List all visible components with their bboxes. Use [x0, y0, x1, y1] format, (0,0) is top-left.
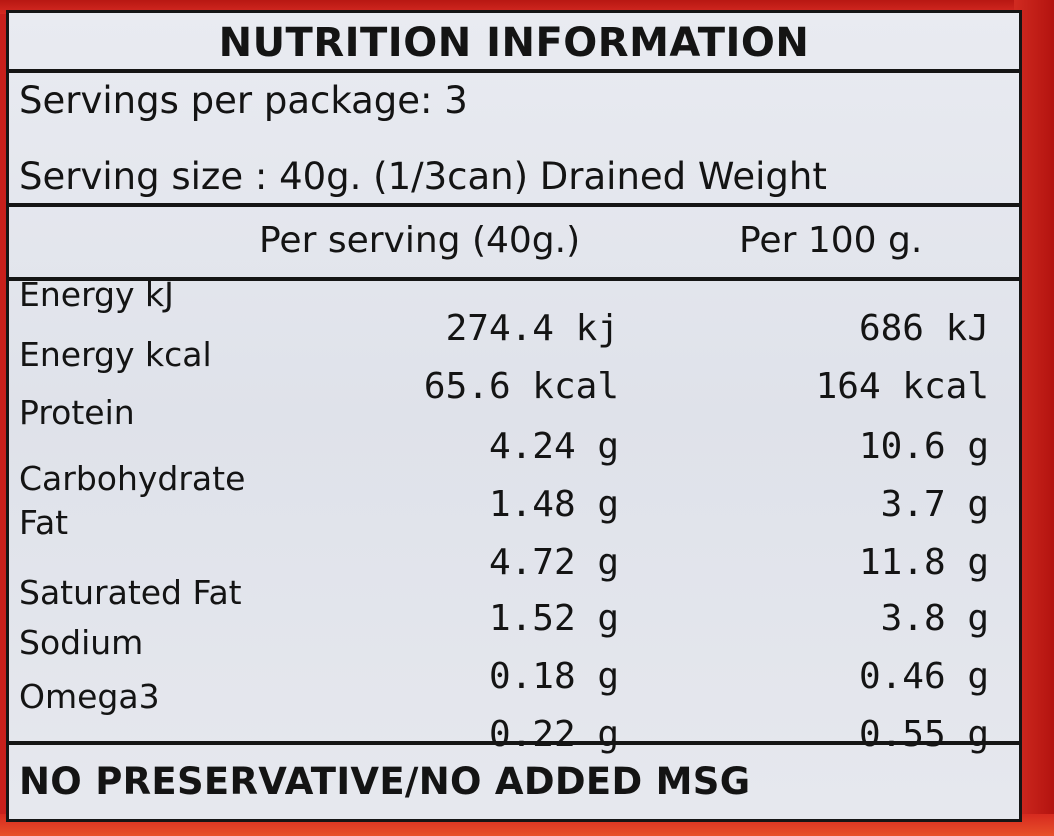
nutrient-name-carbohydrate: Carbohydrate [19, 459, 246, 498]
serving-size: Serving size : 40g. (1/3can) Drained Wei… [19, 155, 827, 198]
value-per-serving-7: 0.18 g [488, 656, 619, 697]
value-per-serving-3: 4.24 g [488, 426, 619, 467]
nutrient-name-protein: Protein [19, 393, 135, 432]
value-per-serving-5: 4.72 g [488, 542, 619, 583]
servings-per-package: Servings per package: 3 [19, 79, 468, 122]
value-per-100g-4: 3.7 g [880, 484, 989, 525]
value-per-100g-7: 0.46 g [858, 656, 989, 697]
value-per-serving-6: 1.52 g [488, 598, 619, 639]
value-per-100g-8: 0.55 g [858, 714, 989, 755]
value-per-serving-4: 1.48 g [488, 484, 619, 525]
value-per-100g-1: 686 kJ [858, 308, 989, 349]
value-per-100g-2: 164 kcal [815, 366, 989, 407]
divider-footer [9, 741, 1019, 745]
nutrition-title: NUTRITION INFORMATION [9, 13, 1019, 73]
nutrition-label: NUTRITION INFORMATION Servings per packa… [6, 10, 1022, 822]
column-header-per-100g: Per 100 g. [739, 220, 923, 261]
divider-header [9, 203, 1019, 207]
nutrient-name-energy-kj: Energy kJ [19, 275, 174, 314]
footer-statement: NO PRESERVATIVE/NO ADDED MSG [19, 760, 751, 803]
value-per-serving-8: 0.22 g [488, 714, 619, 755]
nutrient-name-fat: Fat [19, 503, 69, 542]
value-per-100g-5: 11.8 g [858, 542, 989, 583]
divider-columns [9, 277, 1019, 281]
value-per-serving-2: 65.6 kcal [423, 366, 619, 407]
column-header-per-serving: Per serving (40g.) [259, 220, 581, 261]
nutrient-name-sodium: Sodium [19, 623, 144, 662]
value-per-100g-3: 10.6 g [858, 426, 989, 467]
nutrient-name-saturated-fat: Saturated Fat [19, 573, 242, 612]
nutrient-name-energy-kcal: Energy kcal [19, 335, 212, 374]
nutrient-name-omega3: Omega3 [19, 677, 160, 716]
value-per-100g-6: 3.8 g [880, 598, 989, 639]
value-per-serving-1: 274.4 kj [445, 308, 619, 349]
